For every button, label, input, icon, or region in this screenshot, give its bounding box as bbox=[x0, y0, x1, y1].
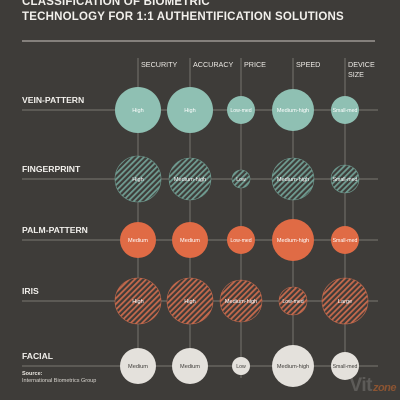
data-bubble bbox=[167, 87, 213, 133]
data-label: Medium-high bbox=[225, 299, 257, 305]
column-header: SIZE bbox=[348, 70, 364, 79]
data-bubble bbox=[272, 89, 314, 131]
data-bubble bbox=[168, 157, 212, 201]
row-label: PALM-PATTERN bbox=[22, 225, 88, 235]
data-bubble bbox=[120, 222, 156, 258]
data-label: Medium bbox=[128, 364, 148, 370]
watermark-logo: Vitzone bbox=[350, 375, 397, 397]
data-label: Small-med bbox=[333, 238, 358, 244]
data-bubble bbox=[114, 155, 162, 203]
row-label: VEIN-PATTERN bbox=[22, 95, 84, 105]
column-header: SECURITY bbox=[141, 60, 178, 69]
data-label: Medium-high bbox=[277, 108, 309, 114]
data-label: Small-med bbox=[333, 108, 358, 114]
data-label: High bbox=[184, 108, 196, 114]
data-label: Low bbox=[236, 177, 246, 183]
data-label: Small-med bbox=[333, 364, 358, 370]
column-header: SPEED bbox=[296, 60, 320, 69]
data-bubble bbox=[278, 286, 308, 316]
column-header: ACCURACY bbox=[193, 60, 234, 69]
row-label: FINGERPRINT bbox=[22, 164, 81, 174]
data-bubble bbox=[331, 226, 359, 254]
data-label: Low-med bbox=[230, 238, 251, 244]
data-bubble bbox=[271, 157, 315, 201]
data-label: High bbox=[132, 177, 144, 183]
data-label: Medium-high bbox=[174, 177, 206, 183]
data-label: Low-med bbox=[282, 299, 303, 305]
data-bubble bbox=[331, 96, 359, 124]
row-label: FACIAL bbox=[22, 351, 53, 361]
data-label: Medium bbox=[180, 364, 200, 370]
data-bubble bbox=[172, 348, 208, 384]
data-bubble bbox=[115, 87, 161, 133]
data-label: Small-med bbox=[333, 177, 358, 183]
data-bubble bbox=[227, 226, 255, 254]
source-label: Source: bbox=[22, 371, 43, 377]
data-label: Low-med bbox=[230, 108, 251, 114]
column-header: DEVICE bbox=[348, 60, 375, 69]
data-bubble bbox=[272, 219, 314, 261]
data-label: Medium-high bbox=[277, 364, 309, 370]
data-label: High bbox=[132, 108, 144, 114]
chart-title-line-2: TECHNOLOGY FOR 1:1 AUTHENTIFICATION SOLU… bbox=[22, 11, 344, 23]
source-text: International Biometrics Group bbox=[22, 378, 97, 384]
data-bubble bbox=[172, 222, 208, 258]
data-bubble bbox=[114, 277, 162, 325]
data-label: Medium-high bbox=[277, 177, 309, 183]
watermark-suffix: zone bbox=[372, 382, 397, 394]
chart-title-line-1: CLASSIFICATION OF BIOMETRIC bbox=[22, 0, 210, 8]
data-bubble bbox=[166, 277, 214, 325]
data-bubble bbox=[227, 96, 255, 124]
data-bubble bbox=[219, 279, 263, 323]
data-label: Medium bbox=[128, 238, 148, 244]
data-label: Medium-high bbox=[277, 238, 309, 244]
data-bubble bbox=[272, 345, 314, 387]
watermark-text: Vit bbox=[349, 375, 373, 396]
data-bubble bbox=[231, 169, 251, 189]
data-label: High bbox=[132, 299, 144, 305]
column-header: PRICE bbox=[244, 60, 266, 69]
data-label: Medium bbox=[180, 238, 200, 244]
data-bubble bbox=[232, 357, 250, 375]
data-label: Large bbox=[338, 299, 352, 305]
data-bubble bbox=[321, 277, 369, 325]
data-bubble bbox=[330, 164, 360, 194]
data-label: High bbox=[184, 299, 196, 305]
data-bubble bbox=[331, 352, 359, 380]
data-bubble bbox=[120, 348, 156, 384]
row-label: IRIS bbox=[22, 286, 39, 296]
data-label: Low bbox=[236, 364, 246, 370]
